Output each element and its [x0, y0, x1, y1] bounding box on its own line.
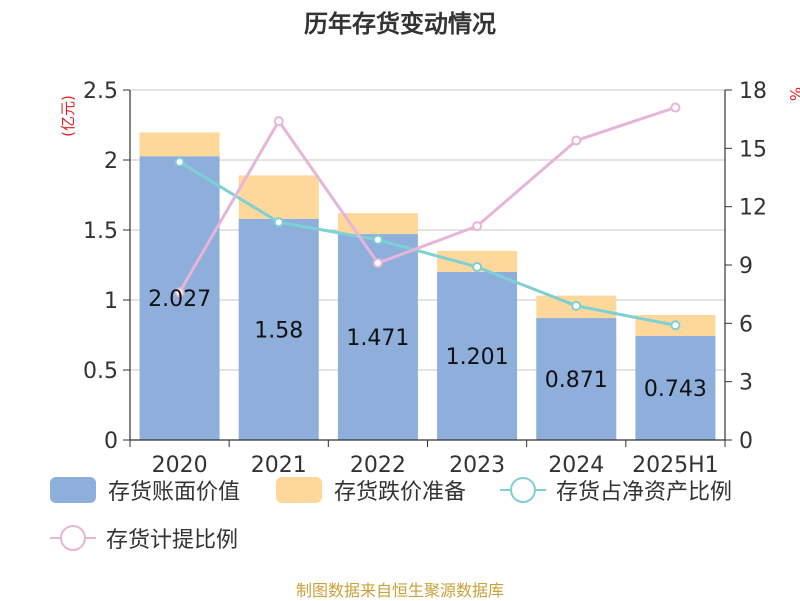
legend-item-provision-ratio[interactable]: 存货计提比例 — [50, 522, 238, 554]
y-right-tick-label: 15 — [739, 137, 767, 162]
y-left-tick-label: 2.5 — [83, 79, 118, 104]
point-net-asset-ratio — [571, 300, 582, 311]
point-net-asset-ratio — [372, 234, 383, 245]
x-tick-label: 2024 — [548, 453, 604, 478]
point-provision-ratio — [372, 258, 383, 269]
point-provision-ratio — [174, 287, 185, 298]
data-label-book-value: 0.743 — [644, 377, 707, 402]
y-right-tick-label: 9 — [739, 254, 753, 279]
y-right-unit-label: % — [786, 87, 800, 101]
line-net-asset-ratio — [178, 160, 676, 327]
grid-lines — [130, 89, 725, 371]
bar-impairment — [238, 175, 319, 219]
point-net-asset-ratio — [472, 261, 483, 272]
bar-book-value — [635, 335, 716, 440]
x-tick-label: 2020 — [152, 453, 208, 478]
point-net-asset-ratio — [273, 217, 284, 228]
data-label-layer: 2.027 1.58 1.471 1.201 0.871 0.743 — [148, 287, 707, 402]
point-provision-ratio — [273, 116, 284, 127]
point-provision-ratio — [670, 102, 681, 113]
x-tick-label: 2022 — [350, 453, 406, 478]
point-net-asset-ratio — [174, 156, 185, 167]
y-right-tick-label: 6 — [739, 312, 753, 337]
bar-book-value — [139, 156, 220, 440]
x-tick-label: 2025H1 — [632, 453, 719, 478]
legend-swatch-impairment — [276, 477, 322, 503]
bar-impairment — [437, 250, 518, 272]
y-left-unit-label: (亿元) — [59, 95, 77, 137]
data-label-book-value: 1.471 — [346, 326, 409, 351]
x-tick-label: 2023 — [449, 453, 505, 478]
x-tick-label: 2021 — [251, 453, 307, 478]
y-left-tick-label: 2 — [104, 149, 118, 174]
legend-item-impairment[interactable]: 存货跌价准备 — [276, 474, 466, 506]
legend-swatch-net-asset-ratio — [500, 477, 546, 503]
source-note: 制图数据来自恒生聚源数据库 — [295, 581, 504, 600]
legend-label-provision-ratio: 存货计提比例 — [106, 528, 239, 553]
y-left-tick-label: 1 — [104, 289, 118, 314]
legend-item-net-asset-ratio[interactable]: 存货占净资产比例 — [500, 474, 732, 506]
y-right-tick-label: 0 — [739, 429, 753, 454]
legend-label-net-asset-ratio: 存货占净资产比例 — [556, 480, 733, 505]
chart-title: 历年存货变动情况 — [304, 10, 496, 38]
y-right-tick-label: 18 — [739, 79, 767, 104]
bar-book-value — [238, 218, 319, 440]
bar-book-value — [337, 234, 418, 440]
bar-impairment — [139, 132, 220, 157]
legend-label-impairment: 存货跌价准备 — [334, 480, 467, 505]
axes: 0 0.5 1 1.5 2 2.5 0 3 6 9 12 15 18 2020 2021 2022 2023 20… — [59, 79, 800, 478]
data-label-book-value: 0.871 — [545, 368, 608, 393]
y-right-tick-label: 3 — [739, 371, 753, 396]
line-layer — [174, 102, 681, 331]
line-provision-ratio — [178, 106, 676, 293]
y-left-tick-label: 1.5 — [83, 219, 118, 244]
point-provision-ratio — [571, 135, 582, 146]
legend-swatch-provision-ratio — [50, 525, 96, 551]
point-net-asset-ratio — [670, 320, 681, 331]
y-left-tick-label: 0.5 — [83, 359, 118, 384]
bar-layer — [139, 132, 716, 440]
data-label-book-value: 1.201 — [446, 345, 509, 370]
bar-book-value — [536, 318, 617, 440]
legend-item-book-value[interactable]: 存货账面价值 — [50, 474, 240, 506]
bar-book-value — [437, 271, 518, 440]
y-right-tick-label: 12 — [739, 196, 767, 221]
legend-swatch-book-value — [50, 477, 96, 503]
data-label-book-value: 1.58 — [254, 318, 303, 343]
legend-label-book-value: 存货账面价值 — [108, 480, 241, 505]
point-provision-ratio — [472, 221, 483, 232]
data-label-book-value: 2.027 — [148, 287, 211, 312]
bar-impairment — [337, 213, 418, 235]
y-left-tick-label: 0 — [104, 429, 118, 454]
